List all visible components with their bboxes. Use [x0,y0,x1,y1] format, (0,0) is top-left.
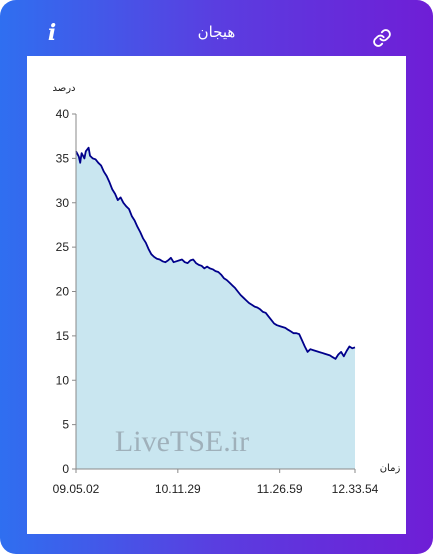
y-tick-label: 35 [56,151,70,165]
watermark: LiveTSE.ir [115,425,249,458]
x-tick-label: 12.33.54 [332,482,379,496]
y-tick-label: 10 [56,373,70,387]
chart: 0 5 10 15 20 25 30 35 40 09.05.02 10.11.29 11.26.59… [52,83,401,496]
header-bar: i هیجان [0,0,433,56]
x-tick-label: 09.05.02 [53,482,100,496]
x-tick-label: 10.11.29 [155,482,201,496]
y-tick-label: 20 [56,285,70,299]
y-tick-label: 40 [56,107,70,121]
page-title: هیجان [197,23,236,41]
y-axis-label: درصد [52,83,75,94]
y-tick-label: 25 [56,240,70,254]
y-tick-label: 15 [56,329,70,343]
area-fill [76,147,355,469]
y-tick-label: 5 [62,418,69,432]
x-tick-label: 11.26.59 [257,482,303,496]
y-tick-label: 30 [56,196,70,210]
series-line [75,146,356,360]
x-axis-label: زمان [380,463,401,474]
y-tick-label: 0 [62,462,69,476]
chart-panel: 0 5 10 15 20 25 30 35 40 09.05.02 10.11.29 11.26.59… [27,56,406,534]
info-icon[interactable]: i [47,20,57,46]
link-icon[interactable] [372,28,392,48]
